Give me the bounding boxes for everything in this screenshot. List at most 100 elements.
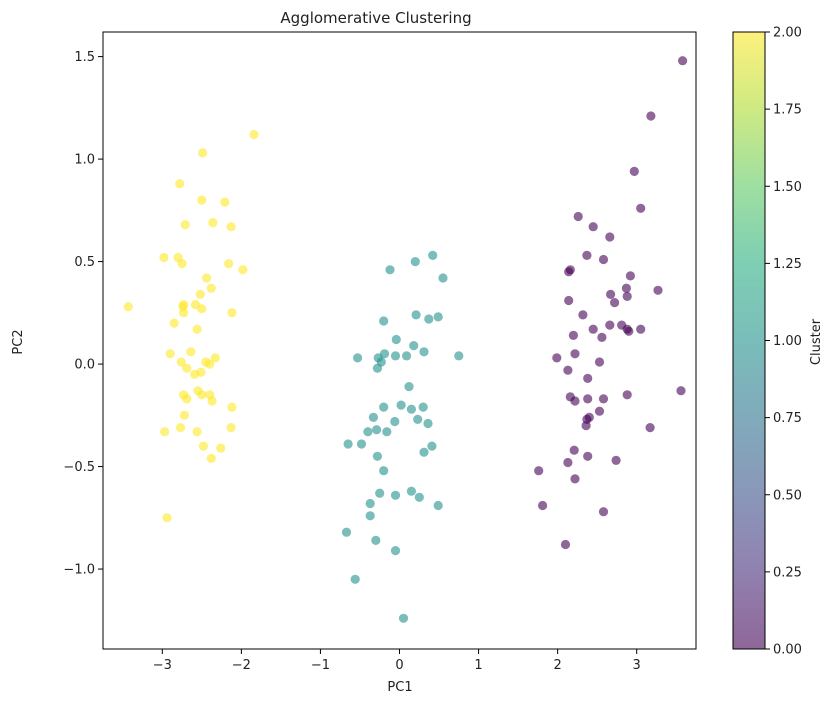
data-point-cluster-1-6 — [424, 314, 434, 324]
data-point-cluster-0-18 — [578, 310, 588, 320]
data-point-cluster-2-16 — [123, 302, 133, 312]
data-point-cluster-2-23 — [169, 318, 179, 328]
data-point-cluster-1-44 — [341, 527, 352, 537]
data-point-cluster-1-34 — [419, 447, 429, 457]
y-tick-label: 1.5 — [74, 50, 95, 65]
data-point-cluster-2-14 — [206, 283, 216, 293]
data-point-cluster-2-46 — [198, 441, 208, 451]
data-point-cluster-0-30 — [563, 365, 573, 375]
data-point-cluster-1-37 — [375, 488, 385, 498]
data-point-cluster-1-46 — [390, 546, 401, 556]
data-point-cluster-2-25 — [165, 349, 175, 359]
data-point-cluster-2-8 — [159, 252, 169, 263]
data-point-cluster-0-3 — [636, 203, 646, 213]
data-point-cluster-0-16 — [610, 298, 620, 308]
y-tick-label: 0.5 — [74, 255, 95, 270]
data-point-cluster-0-24 — [636, 324, 646, 334]
data-point-cluster-1-13 — [379, 349, 390, 359]
data-point-cluster-2-33 — [190, 369, 200, 379]
data-point-cluster-1-42 — [433, 500, 443, 511]
data-point-cluster-2-36 — [197, 390, 207, 400]
colorbar-tick-label: 1.50 — [773, 180, 802, 195]
data-point-cluster-0-7 — [582, 250, 592, 260]
y-tick-label: −1.0 — [63, 563, 95, 578]
data-point-cluster-2-11 — [224, 259, 234, 269]
data-point-cluster-1-30 — [363, 427, 373, 437]
data-point-cluster-1-0 — [428, 250, 438, 260]
data-point-cluster-0-0 — [678, 56, 688, 66]
data-point-cluster-1-31 — [343, 439, 353, 449]
data-point-cluster-2-28 — [176, 357, 186, 367]
data-point-cluster-2-43 — [226, 423, 236, 433]
data-point-cluster-2-6 — [208, 218, 218, 228]
data-point-cluster-0-48 — [570, 474, 580, 484]
data-point-cluster-1-40 — [414, 492, 424, 502]
data-point-cluster-2-5 — [180, 220, 190, 230]
colorbar-tick-label: 1.25 — [773, 257, 802, 272]
data-point-cluster-2-24 — [192, 324, 202, 334]
data-point-cluster-0-41 — [581, 421, 591, 431]
data-point-cluster-1-41 — [365, 498, 375, 509]
x-tick-label: 3 — [633, 658, 641, 673]
data-point-cluster-2-44 — [160, 427, 170, 437]
data-point-cluster-2-1 — [198, 148, 208, 158]
data-point-cluster-1-45 — [371, 535, 381, 546]
data-point-cluster-2-7 — [226, 222, 236, 232]
data-point-cluster-2-3 — [197, 195, 207, 205]
data-point-cluster-0-25 — [568, 330, 579, 340]
data-point-cluster-0-10 — [565, 265, 575, 275]
x-axis-label: PC1 — [387, 680, 412, 695]
data-point-cluster-0-31 — [583, 373, 593, 383]
data-point-cluster-0-23 — [624, 326, 634, 336]
points-layer — [123, 56, 688, 623]
data-point-cluster-2-2 — [175, 179, 185, 189]
data-point-cluster-2-13 — [202, 273, 212, 283]
data-point-cluster-2-47 — [216, 443, 226, 453]
data-point-cluster-0-2 — [629, 166, 639, 176]
data-point-cluster-0-51 — [560, 539, 571, 550]
data-point-cluster-1-25 — [413, 414, 423, 424]
data-point-cluster-1-47 — [350, 574, 360, 584]
data-point-cluster-0-34 — [570, 396, 580, 406]
colorbar-tick-label: 0.00 — [773, 643, 802, 658]
y-tick-label: 1.0 — [74, 153, 95, 168]
data-point-cluster-1-19 — [404, 382, 414, 392]
x-tick-label: −3 — [153, 658, 172, 673]
data-point-cluster-0-44 — [583, 451, 593, 461]
data-point-cluster-1-3 — [438, 273, 448, 283]
x-tick-label: 1 — [474, 658, 482, 673]
data-point-cluster-1-38 — [406, 486, 416, 496]
data-point-cluster-1-10 — [402, 351, 412, 361]
data-point-cluster-0-35 — [583, 394, 593, 404]
data-point-cluster-1-16 — [454, 351, 464, 361]
data-point-cluster-0-42 — [645, 423, 655, 433]
data-point-cluster-0-45 — [611, 455, 621, 465]
data-point-cluster-1-33 — [427, 441, 437, 451]
colorbar — [733, 32, 765, 649]
data-point-cluster-2-38 — [182, 394, 192, 404]
colorbar-tick-label: 0.25 — [773, 565, 802, 580]
data-point-cluster-1-43 — [365, 511, 375, 521]
y-axis-label: PC2 — [11, 329, 26, 354]
data-point-cluster-2-45 — [192, 427, 202, 437]
data-point-cluster-0-29 — [594, 357, 605, 367]
data-point-cluster-1-7 — [379, 316, 389, 326]
y-tick-label: 0.0 — [74, 358, 95, 373]
data-point-cluster-1-39 — [390, 490, 401, 500]
data-point-cluster-1-29 — [382, 427, 392, 437]
data-point-cluster-1-27 — [423, 418, 433, 429]
x-tick-label: −2 — [232, 658, 251, 673]
colorbar-label: Cluster — [809, 318, 824, 365]
data-point-cluster-0-50 — [598, 507, 609, 517]
x-tick-label: −1 — [311, 658, 330, 673]
data-point-cluster-1-14 — [390, 351, 401, 361]
data-point-cluster-2-12 — [238, 265, 248, 275]
data-point-cluster-0-37 — [622, 390, 632, 400]
data-point-cluster-1-20 — [379, 402, 389, 412]
data-point-cluster-0-20 — [605, 320, 615, 330]
colorbar-ticks: 0.00 0.25 0.50 0.75 1.00 1.25 1.50 1.75 2.00 — [765, 26, 802, 658]
data-point-cluster-0-43 — [569, 445, 579, 455]
data-point-cluster-0-8 — [598, 254, 609, 265]
data-point-cluster-2-15 — [195, 289, 205, 299]
data-point-cluster-2-22 — [227, 308, 237, 318]
